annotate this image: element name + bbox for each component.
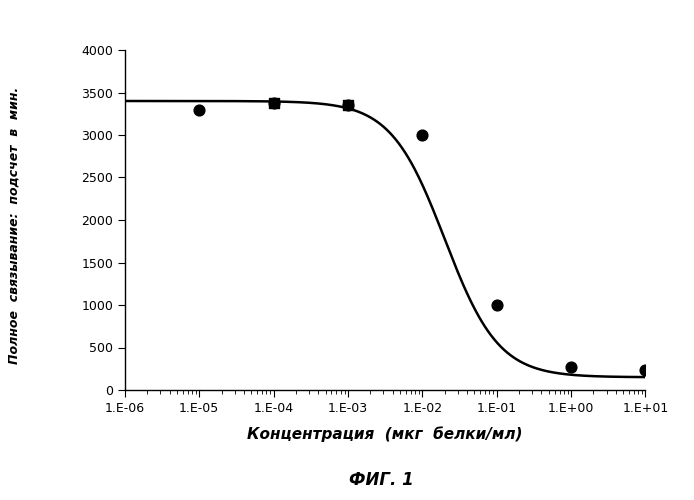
Text: Полное  связывание:  подсчет  в  мин.: Полное связывание: подсчет в мин.: [8, 86, 20, 364]
Point: [566, 363, 577, 371]
Point: [268, 98, 279, 106]
Point: [342, 101, 353, 110]
Text: ФИГ. 1: ФИГ. 1: [349, 471, 414, 489]
Point: [640, 366, 651, 374]
Point: [417, 131, 428, 139]
Point: [342, 101, 353, 110]
Point: [268, 98, 279, 106]
X-axis label: Концентрация  (мкг  белки/мл): Концентрация (мкг белки/мл): [248, 426, 523, 442]
Point: [194, 106, 205, 114]
Point: [491, 301, 502, 309]
